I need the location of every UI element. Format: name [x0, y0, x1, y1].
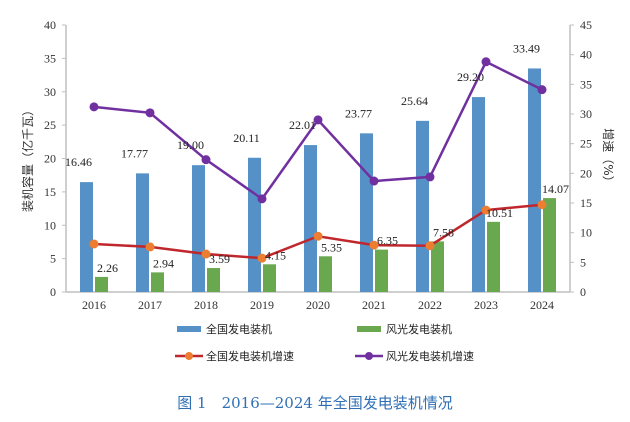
y-tick-label-right: 15: [580, 196, 592, 210]
y-tick-label-left: 10: [44, 218, 56, 232]
y-tick-label-right: 20: [580, 166, 592, 180]
marker-wind-solar-growth: [89, 102, 99, 112]
marker-total-growth: [89, 239, 99, 249]
x-tick-label: 2019: [250, 298, 274, 312]
bar-wind-solar-capacity: [263, 264, 276, 292]
y-tick-label-left: 15: [44, 185, 56, 199]
bar-total-capacity: [360, 133, 373, 292]
bar-total-capacity: [80, 182, 93, 292]
marker-total-growth: [145, 242, 155, 252]
data-label-total: 29.20: [457, 70, 484, 84]
y-tick-label-left: 30: [44, 85, 56, 99]
data-label-total: 25.64: [401, 94, 428, 108]
legend-marker: [185, 352, 193, 360]
bar-wind-solar-capacity: [151, 272, 164, 292]
bar-total-capacity: [528, 68, 541, 292]
data-label-wind-solar: 10.51: [486, 206, 513, 220]
bar-wind-solar-capacity: [431, 241, 444, 292]
bar-total-capacity: [304, 145, 317, 292]
data-label-wind-solar: 3.59: [209, 252, 230, 266]
legend-label: 全国发电装机增速: [206, 349, 294, 363]
data-label-total: 33.49: [513, 41, 540, 55]
y-axis-label-left: 装机容量（亿千瓦）: [20, 104, 35, 212]
data-label-total: 20.11: [233, 131, 260, 145]
y-tick-label-right: 30: [580, 107, 592, 121]
legend-swatch: [357, 326, 381, 332]
x-tick-label: 2016: [82, 298, 106, 312]
legend-label: 风光发电装机增速: [386, 349, 474, 363]
marker-wind-solar-growth: [369, 176, 379, 186]
x-tick-label: 2024: [530, 298, 554, 312]
chart-title: 图 1 2016—2024 年全国发电装机情况: [177, 394, 452, 412]
x-tick-label: 2021: [362, 298, 386, 312]
y-tick-label-left: 40: [44, 18, 56, 32]
bar-total-capacity: [136, 173, 149, 292]
marker-total-growth: [425, 241, 435, 251]
marker-wind-solar-growth: [537, 85, 547, 95]
data-label-wind-solar: 5.35: [321, 240, 342, 254]
marker-wind-solar-growth: [257, 194, 267, 204]
bar-total-capacity: [416, 120, 429, 292]
data-label-wind-solar: 6.35: [377, 234, 398, 248]
y-tick-label-right: 40: [580, 48, 592, 62]
y-tick-label-left: 25: [44, 118, 56, 132]
marker-total-growth: [369, 240, 379, 250]
data-label-wind-solar: 7.58: [433, 225, 454, 239]
data-label-wind-solar: 14.07: [542, 182, 569, 196]
marker-total-growth: [201, 249, 211, 259]
y-tick-label-right: 5: [580, 255, 586, 269]
marker-wind-solar-growth: [481, 57, 491, 67]
y-tick-label-right: 25: [580, 137, 592, 151]
y-axis-label-right: 增速（%）: [601, 128, 615, 187]
marker-total-growth: [537, 200, 547, 210]
y-tick-label-right: 35: [580, 77, 592, 91]
data-label-total: 19.00: [177, 138, 204, 152]
y-tick-label-left: 35: [44, 51, 56, 65]
data-label-total: 22.01: [289, 118, 316, 132]
x-tick-label: 2017: [138, 298, 162, 312]
data-label-wind-solar: 4.15: [265, 248, 286, 262]
data-label-total: 23.77: [345, 106, 372, 120]
y-tick-label-right: 0: [580, 285, 586, 299]
legend-label: 风光发电装机: [386, 322, 452, 336]
y-tick-label-right: 45: [580, 18, 592, 32]
data-label-wind-solar: 2.26: [97, 261, 118, 275]
data-label-total: 16.46: [65, 155, 92, 169]
marker-total-growth: [257, 253, 267, 263]
bar-wind-solar-capacity: [543, 198, 556, 292]
marker-wind-solar-growth: [425, 172, 435, 182]
bar-wind-solar-capacity: [375, 249, 388, 292]
bar-total-capacity: [248, 157, 261, 292]
legend-swatch: [177, 326, 201, 332]
y-tick-label-left: 0: [50, 285, 56, 299]
marker-wind-solar-growth: [145, 108, 155, 118]
x-tick-label: 2022: [418, 298, 442, 312]
marker-wind-solar-growth: [201, 155, 211, 165]
y-tick-label-right: 10: [580, 226, 592, 240]
bar-total-capacity: [192, 165, 205, 292]
bar-total-capacity: [472, 97, 485, 292]
x-tick-label: 2023: [474, 298, 498, 312]
bar-wind-solar-capacity: [319, 256, 332, 292]
bar-wind-solar-capacity: [207, 268, 220, 292]
data-label-total: 17.77: [121, 146, 148, 160]
y-tick-label-left: 5: [50, 252, 56, 266]
legend-label: 全国发电装机: [206, 322, 272, 336]
data-label-wind-solar: 2.94: [153, 256, 174, 270]
x-tick-label: 2018: [194, 298, 218, 312]
bar-wind-solar-capacity: [95, 276, 108, 292]
x-tick-label: 2020: [306, 298, 330, 312]
marker-total-growth: [481, 205, 491, 215]
marker-wind-solar-growth: [313, 115, 323, 125]
legend-marker: [365, 352, 373, 360]
marker-total-growth: [313, 231, 323, 241]
y-tick-label-left: 20: [44, 152, 56, 166]
bar-wind-solar-capacity: [487, 221, 500, 292]
